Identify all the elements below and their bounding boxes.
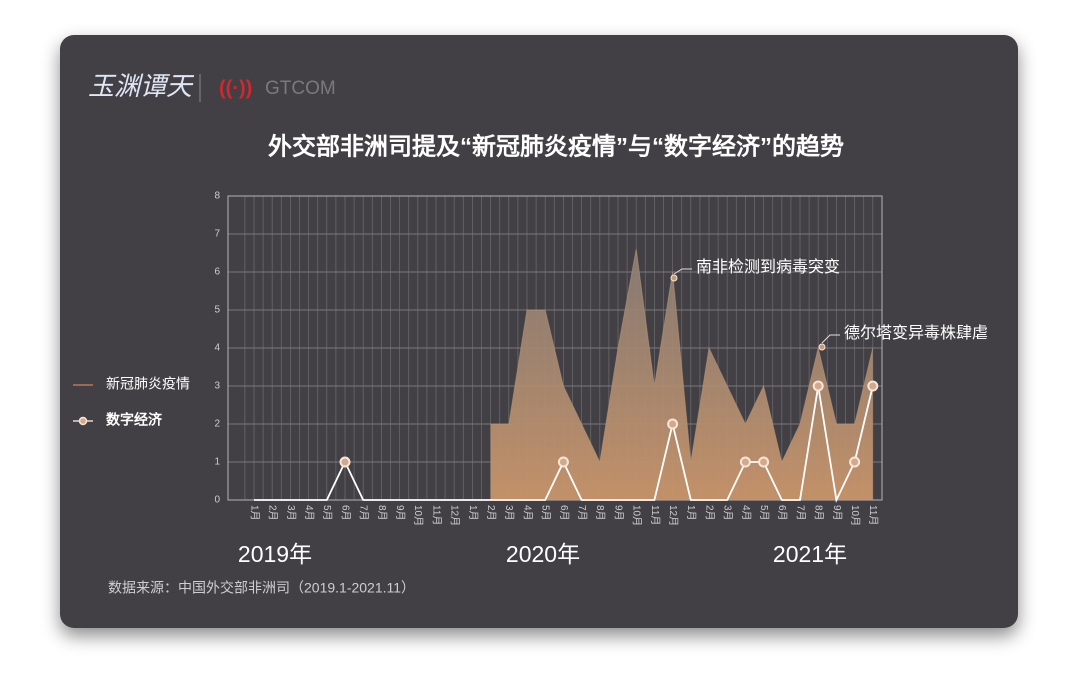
y-tick-label: 0 <box>214 495 220 506</box>
point-marker <box>849 456 861 468</box>
annotation-marker <box>670 274 678 282</box>
year-label: 2021年 <box>773 541 847 567</box>
x-tick-label: 5月 <box>321 505 333 521</box>
x-tick-label: 10月 <box>849 505 861 526</box>
point-marker <box>867 380 879 392</box>
x-tick-label: 6月 <box>558 505 570 521</box>
y-tick-label: 8 <box>214 191 220 202</box>
x-tick-label: 3月 <box>285 505 297 521</box>
x-tick-label: 4月 <box>303 505 315 521</box>
x-tick-label: 6月 <box>339 505 351 521</box>
annotation-leader <box>821 334 840 344</box>
x-tick-label: 11月 <box>430 505 442 525</box>
x-tick-label: 2月 <box>267 505 279 521</box>
annotation-text: 德尔塔变异毒株肆虐 <box>844 324 988 342</box>
x-tick-label: 7月 <box>794 505 806 521</box>
x-tick-label: 5月 <box>758 505 770 521</box>
legend-label: 新冠肺炎疫情 <box>106 376 190 392</box>
x-tick-label: 11月 <box>867 505 879 525</box>
point-marker <box>739 456 751 468</box>
chart-title: 外交部非洲司提及“新冠肺炎疫情”与“数字经济”的趋势 <box>268 132 844 160</box>
x-tick-label: 12月 <box>667 505 679 526</box>
x-tick-label: 8月 <box>813 505 825 521</box>
annotation-leader <box>673 268 692 275</box>
x-tick-label: 10月 <box>412 505 424 526</box>
source-note: 数据来源：中国外交部非洲司（2019.1-2021.11） <box>108 580 415 596</box>
x-tick-label: 2月 <box>485 505 497 521</box>
x-tick-label: 9月 <box>612 505 624 521</box>
x-tick-label: 7月 <box>358 505 370 521</box>
point-marker <box>812 380 824 392</box>
brand-text: GTCOM <box>265 78 336 99</box>
x-tick-label: 8月 <box>594 505 606 521</box>
point-marker <box>758 456 770 468</box>
x-tick-label: 4月 <box>740 505 752 521</box>
area-fill <box>490 249 873 500</box>
x-tick-label: 12月 <box>449 505 461 526</box>
x-tick-label: 9月 <box>394 505 406 521</box>
y-tick-label: 7 <box>214 229 220 240</box>
annotation-marker <box>818 343 826 351</box>
y-tick-label: 5 <box>214 305 220 316</box>
x-tick-label: 2月 <box>703 505 715 521</box>
y-tick-label: 6 <box>214 267 220 278</box>
x-tick-label: 7月 <box>576 505 588 521</box>
y-tick-label: 1 <box>214 457 220 468</box>
x-tick-label: 1月 <box>467 505 479 521</box>
y-tick-label: 3 <box>214 381 220 392</box>
x-tick-label: 9月 <box>831 505 843 521</box>
area-line <box>490 249 874 464</box>
y-tick-label: 2 <box>214 419 220 430</box>
point-marker <box>667 418 679 430</box>
logo-icon: ((·)) <box>219 77 252 99</box>
y-tick-label: 4 <box>214 343 220 354</box>
x-tick-label: 3月 <box>503 505 515 521</box>
x-tick-label: 1月 <box>685 505 697 521</box>
point-marker <box>339 456 351 468</box>
x-tick-label: 6月 <box>776 505 788 521</box>
x-tick-label: 1月 <box>248 505 260 521</box>
x-tick-label: 10月 <box>631 505 643 526</box>
x-tick-label: 8月 <box>376 505 388 521</box>
x-tick-label: 11月 <box>649 505 661 525</box>
annotation-text: 南非检测到病毒突变 <box>696 258 840 276</box>
legend-label: 数字经济 <box>106 412 163 428</box>
x-tick-label: 5月 <box>540 505 552 521</box>
year-label: 2019年 <box>238 541 312 567</box>
legend-swatch-marker <box>78 416 88 426</box>
x-tick-label: 3月 <box>722 505 734 521</box>
logo-text: 玉渊谭天 <box>88 72 195 102</box>
year-label: 2020年 <box>506 541 580 567</box>
point-marker <box>557 456 569 468</box>
x-tick-label: 4月 <box>521 505 533 521</box>
